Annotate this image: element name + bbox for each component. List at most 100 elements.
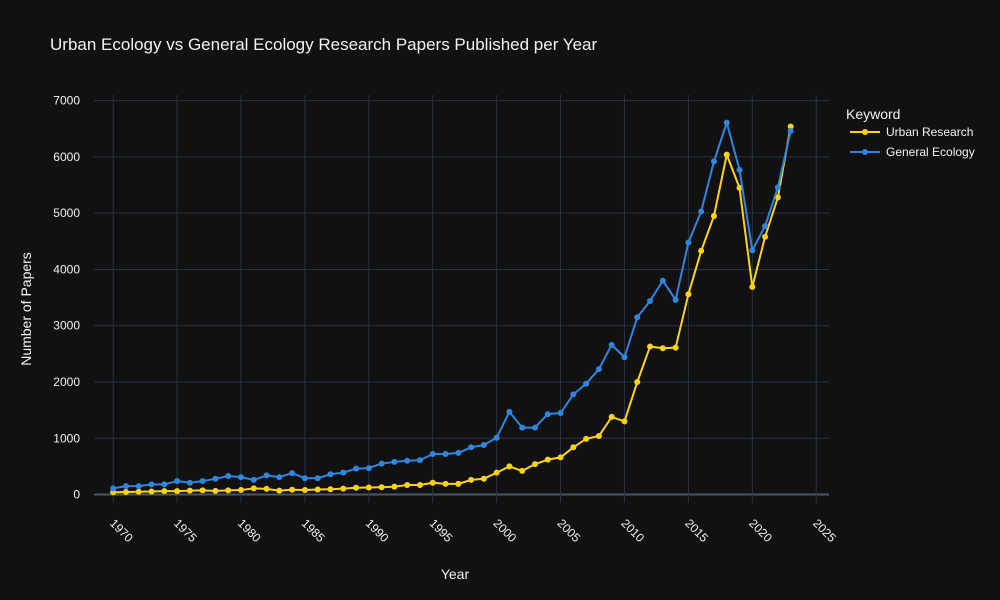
data-point-general-ecology[interactable] — [583, 380, 590, 387]
data-point-general-ecology[interactable] — [199, 478, 206, 485]
data-point-general-ecology[interactable] — [289, 470, 296, 477]
data-point-urban-research[interactable] — [506, 463, 513, 470]
data-point-urban-research[interactable] — [378, 484, 385, 491]
data-point-general-ecology[interactable] — [506, 408, 513, 415]
legend-items[interactable]: Urban Research General Ecology — [850, 125, 975, 159]
data-point-general-ecology[interactable] — [570, 391, 577, 398]
data-point-urban-research[interactable] — [710, 212, 717, 219]
data-point-urban-research[interactable] — [442, 480, 449, 487]
data-point-urban-research[interactable] — [135, 488, 142, 495]
data-point-general-ecology[interactable] — [212, 475, 219, 482]
data-point-urban-research[interactable] — [174, 488, 181, 495]
data-point-general-ecology[interactable] — [595, 366, 602, 373]
data-point-general-ecology[interactable] — [659, 277, 666, 284]
data-point-general-ecology[interactable] — [685, 239, 692, 246]
data-point-general-ecology[interactable] — [340, 469, 347, 476]
data-point-general-ecology[interactable] — [672, 296, 679, 303]
data-point-urban-research[interactable] — [544, 456, 551, 463]
data-point-urban-research[interactable] — [583, 435, 590, 442]
data-point-urban-research[interactable] — [199, 487, 206, 494]
data-point-urban-research[interactable] — [685, 291, 692, 298]
data-point-urban-research[interactable] — [148, 488, 155, 495]
data-point-general-ecology[interactable] — [161, 481, 168, 488]
data-point-general-ecology[interactable] — [276, 474, 283, 481]
data-point-general-ecology[interactable] — [519, 424, 526, 431]
data-point-general-ecology[interactable] — [774, 184, 781, 191]
data-point-general-ecology[interactable] — [186, 479, 193, 486]
data-point-general-ecology[interactable] — [736, 166, 743, 173]
data-point-urban-research[interactable] — [774, 194, 781, 201]
data-point-urban-research[interactable] — [238, 487, 244, 494]
data-point-urban-research[interactable] — [762, 233, 769, 240]
data-point-urban-research[interactable] — [595, 433, 602, 440]
data-point-urban-research[interactable] — [404, 481, 411, 488]
data-point-urban-research[interactable] — [122, 489, 129, 496]
data-point-general-ecology[interactable] — [493, 434, 500, 441]
data-point-urban-research[interactable] — [647, 343, 654, 350]
data-point-general-ecology[interactable] — [148, 481, 155, 488]
data-point-urban-research[interactable] — [263, 485, 270, 492]
legend-item-general-ecology[interactable]: General Ecology — [850, 145, 975, 159]
data-point-general-ecology[interactable] — [749, 247, 756, 254]
data-point-urban-research[interactable] — [557, 454, 564, 461]
data-point-urban-research[interactable] — [429, 479, 436, 486]
data-point-general-ecology[interactable] — [480, 442, 487, 449]
data-point-urban-research[interactable] — [659, 345, 666, 352]
data-point-urban-research[interactable] — [340, 485, 347, 492]
data-point-urban-research[interactable] — [212, 487, 219, 494]
data-point-general-ecology[interactable] — [110, 485, 117, 492]
data-point-general-ecology[interactable] — [353, 465, 360, 472]
data-point-general-ecology[interactable] — [250, 476, 257, 483]
data-point-general-ecology[interactable] — [787, 128, 794, 135]
data-point-urban-research[interactable] — [749, 283, 756, 290]
data-point-general-ecology[interactable] — [365, 465, 372, 472]
data-point-urban-research[interactable] — [480, 475, 487, 482]
data-point-general-ecology[interactable] — [557, 409, 564, 416]
data-point-general-ecology[interactable] — [698, 208, 705, 215]
data-point-urban-research[interactable] — [161, 488, 168, 495]
data-point-urban-research[interactable] — [570, 444, 577, 451]
data-point-general-ecology[interactable] — [135, 483, 142, 490]
data-point-urban-research[interactable] — [723, 151, 730, 158]
legend-item-urban-research[interactable]: Urban Research — [850, 125, 973, 139]
data-point-urban-research[interactable] — [493, 469, 500, 476]
data-point-urban-research[interactable] — [455, 480, 462, 487]
data-point-urban-research[interactable] — [608, 413, 615, 420]
data-point-general-ecology[interactable] — [314, 475, 321, 482]
data-point-urban-research[interactable] — [225, 487, 232, 494]
data-point-general-ecology[interactable] — [532, 424, 538, 431]
data-point-general-ecology[interactable] — [468, 444, 475, 451]
data-point-general-ecology[interactable] — [378, 460, 385, 467]
data-point-general-ecology[interactable] — [225, 472, 232, 479]
data-point-general-ecology[interactable] — [416, 457, 423, 464]
data-point-urban-research[interactable] — [698, 247, 705, 254]
data-point-urban-research[interactable] — [276, 487, 283, 494]
data-point-urban-research[interactable] — [186, 487, 193, 494]
data-point-urban-research[interactable] — [353, 484, 360, 491]
data-point-urban-research[interactable] — [787, 123, 794, 130]
data-point-general-ecology[interactable] — [710, 158, 717, 165]
data-point-urban-research[interactable] — [289, 486, 296, 493]
data-point-general-ecology[interactable] — [455, 449, 462, 456]
data-point-urban-research[interactable] — [301, 487, 308, 494]
data-point-general-ecology[interactable] — [634, 314, 641, 321]
legend[interactable]: Keyword Urban Research General Ecology — [846, 106, 975, 159]
data-point-general-ecology[interactable] — [391, 458, 398, 465]
data-point-general-ecology[interactable] — [442, 451, 449, 458]
data-point-urban-research[interactable] — [532, 461, 538, 468]
data-point-urban-research[interactable] — [314, 486, 321, 493]
data-point-general-ecology[interactable] — [327, 471, 334, 478]
data-point-general-ecology[interactable] — [122, 483, 129, 490]
data-point-urban-research[interactable] — [327, 486, 334, 493]
data-point-urban-research[interactable] — [468, 476, 475, 483]
data-point-general-ecology[interactable] — [301, 475, 308, 482]
data-point-general-ecology[interactable] — [723, 119, 730, 126]
data-point-general-ecology[interactable] — [762, 223, 769, 230]
data-point-general-ecology[interactable] — [238, 474, 244, 481]
data-point-urban-research[interactable] — [416, 481, 423, 488]
data-point-general-ecology[interactable] — [429, 451, 436, 458]
data-point-urban-research[interactable] — [672, 344, 679, 351]
data-point-general-ecology[interactable] — [608, 341, 615, 348]
data-point-general-ecology[interactable] — [647, 297, 654, 304]
data-point-urban-research[interactable] — [250, 485, 257, 492]
